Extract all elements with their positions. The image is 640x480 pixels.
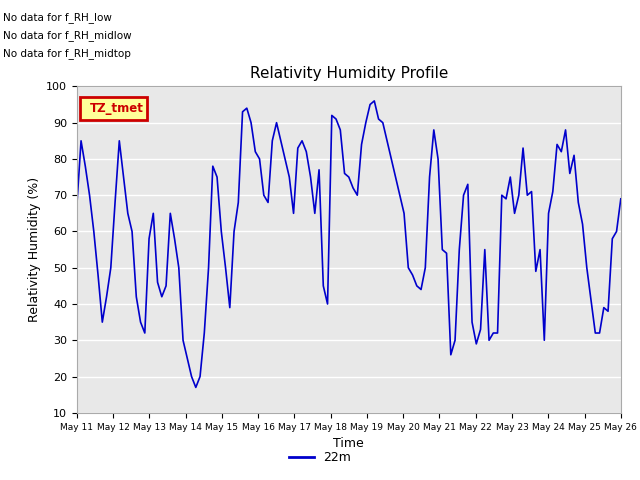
Legend: 22m: 22m (284, 446, 356, 469)
X-axis label: Time: Time (333, 437, 364, 450)
Text: No data for f_RH_low: No data for f_RH_low (3, 12, 112, 23)
Title: Relativity Humidity Profile: Relativity Humidity Profile (250, 66, 448, 81)
Text: No data for f_RH_midtop: No data for f_RH_midtop (3, 48, 131, 60)
Y-axis label: Relativity Humidity (%): Relativity Humidity (%) (28, 177, 40, 322)
Text: No data for f_RH_midlow: No data for f_RH_midlow (3, 30, 132, 41)
Text: TZ_tmet: TZ_tmet (90, 102, 143, 115)
